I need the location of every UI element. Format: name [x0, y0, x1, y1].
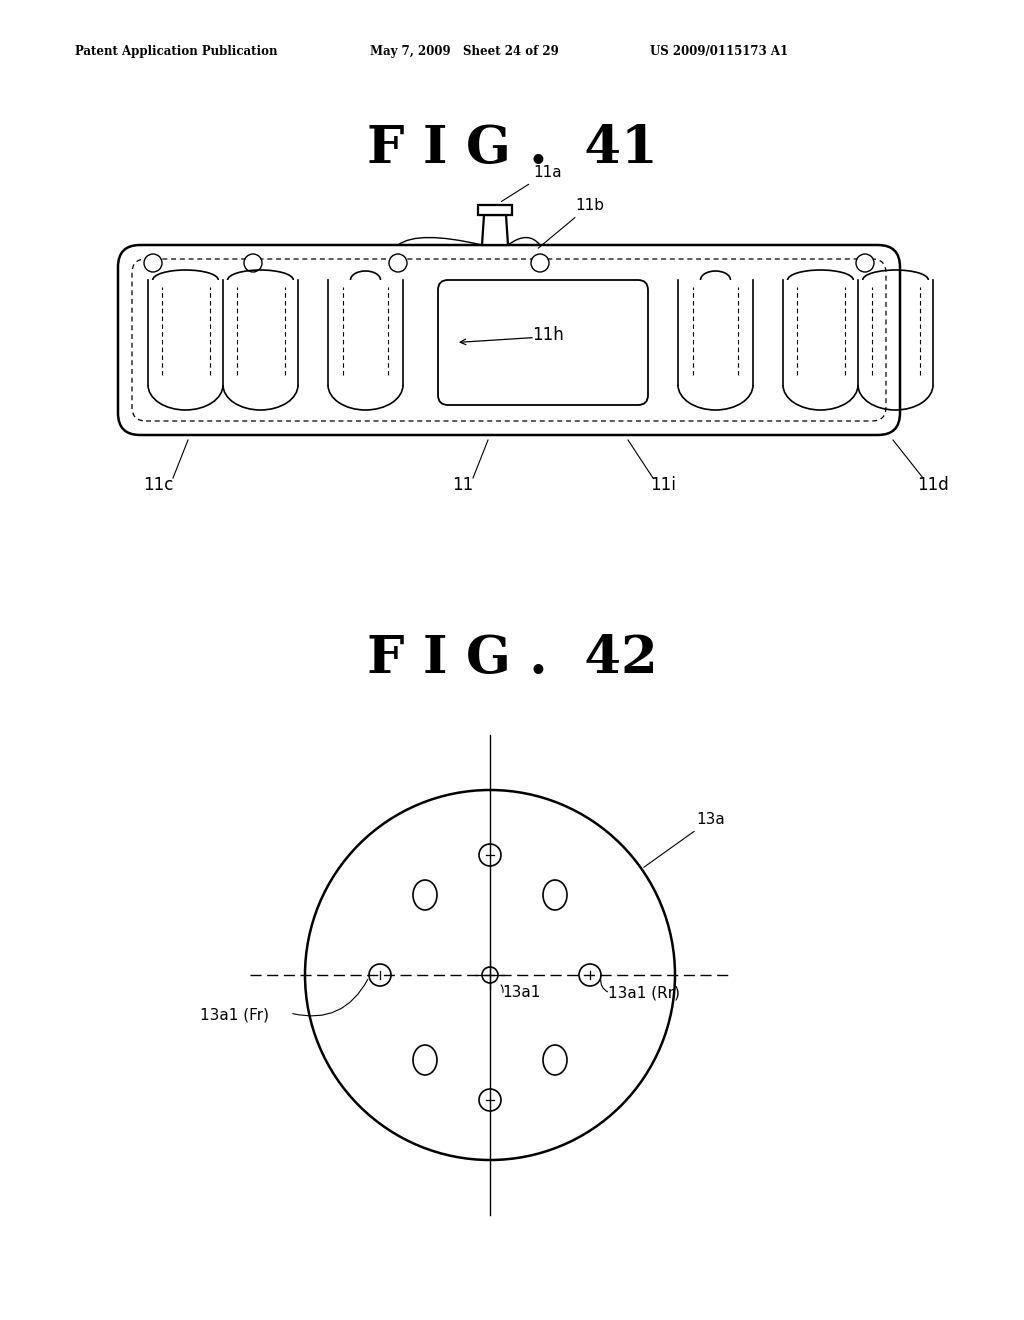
Text: F I G .  41: F I G . 41: [367, 123, 657, 173]
Polygon shape: [482, 215, 508, 246]
Text: 11b: 11b: [539, 198, 604, 248]
Text: 13a1 (Rr): 13a1 (Rr): [608, 985, 680, 1001]
Text: 11a: 11a: [502, 165, 561, 202]
Circle shape: [244, 253, 262, 272]
Circle shape: [369, 964, 391, 986]
Text: 11h: 11h: [532, 326, 564, 343]
Text: 11c: 11c: [142, 477, 173, 494]
Text: F I G .  42: F I G . 42: [367, 632, 657, 684]
Text: Patent Application Publication: Patent Application Publication: [75, 45, 278, 58]
Text: May 7, 2009   Sheet 24 of 29: May 7, 2009 Sheet 24 of 29: [370, 45, 559, 58]
Circle shape: [579, 964, 601, 986]
Text: 11i: 11i: [650, 477, 676, 494]
Ellipse shape: [543, 1045, 567, 1074]
Circle shape: [144, 253, 162, 272]
Text: 13a: 13a: [644, 812, 725, 867]
Text: US 2009/0115173 A1: US 2009/0115173 A1: [650, 45, 788, 58]
Circle shape: [531, 253, 549, 272]
Text: 13a1: 13a1: [502, 985, 541, 1001]
Circle shape: [479, 1089, 501, 1111]
Ellipse shape: [413, 880, 437, 909]
Polygon shape: [478, 205, 512, 215]
Ellipse shape: [543, 880, 567, 909]
Circle shape: [479, 843, 501, 866]
Ellipse shape: [413, 1045, 437, 1074]
Text: 11: 11: [453, 477, 474, 494]
Circle shape: [389, 253, 407, 272]
Circle shape: [482, 968, 498, 983]
Text: 11d: 11d: [918, 477, 949, 494]
Circle shape: [856, 253, 874, 272]
Text: 13a1 (Fr): 13a1 (Fr): [200, 1008, 269, 1023]
